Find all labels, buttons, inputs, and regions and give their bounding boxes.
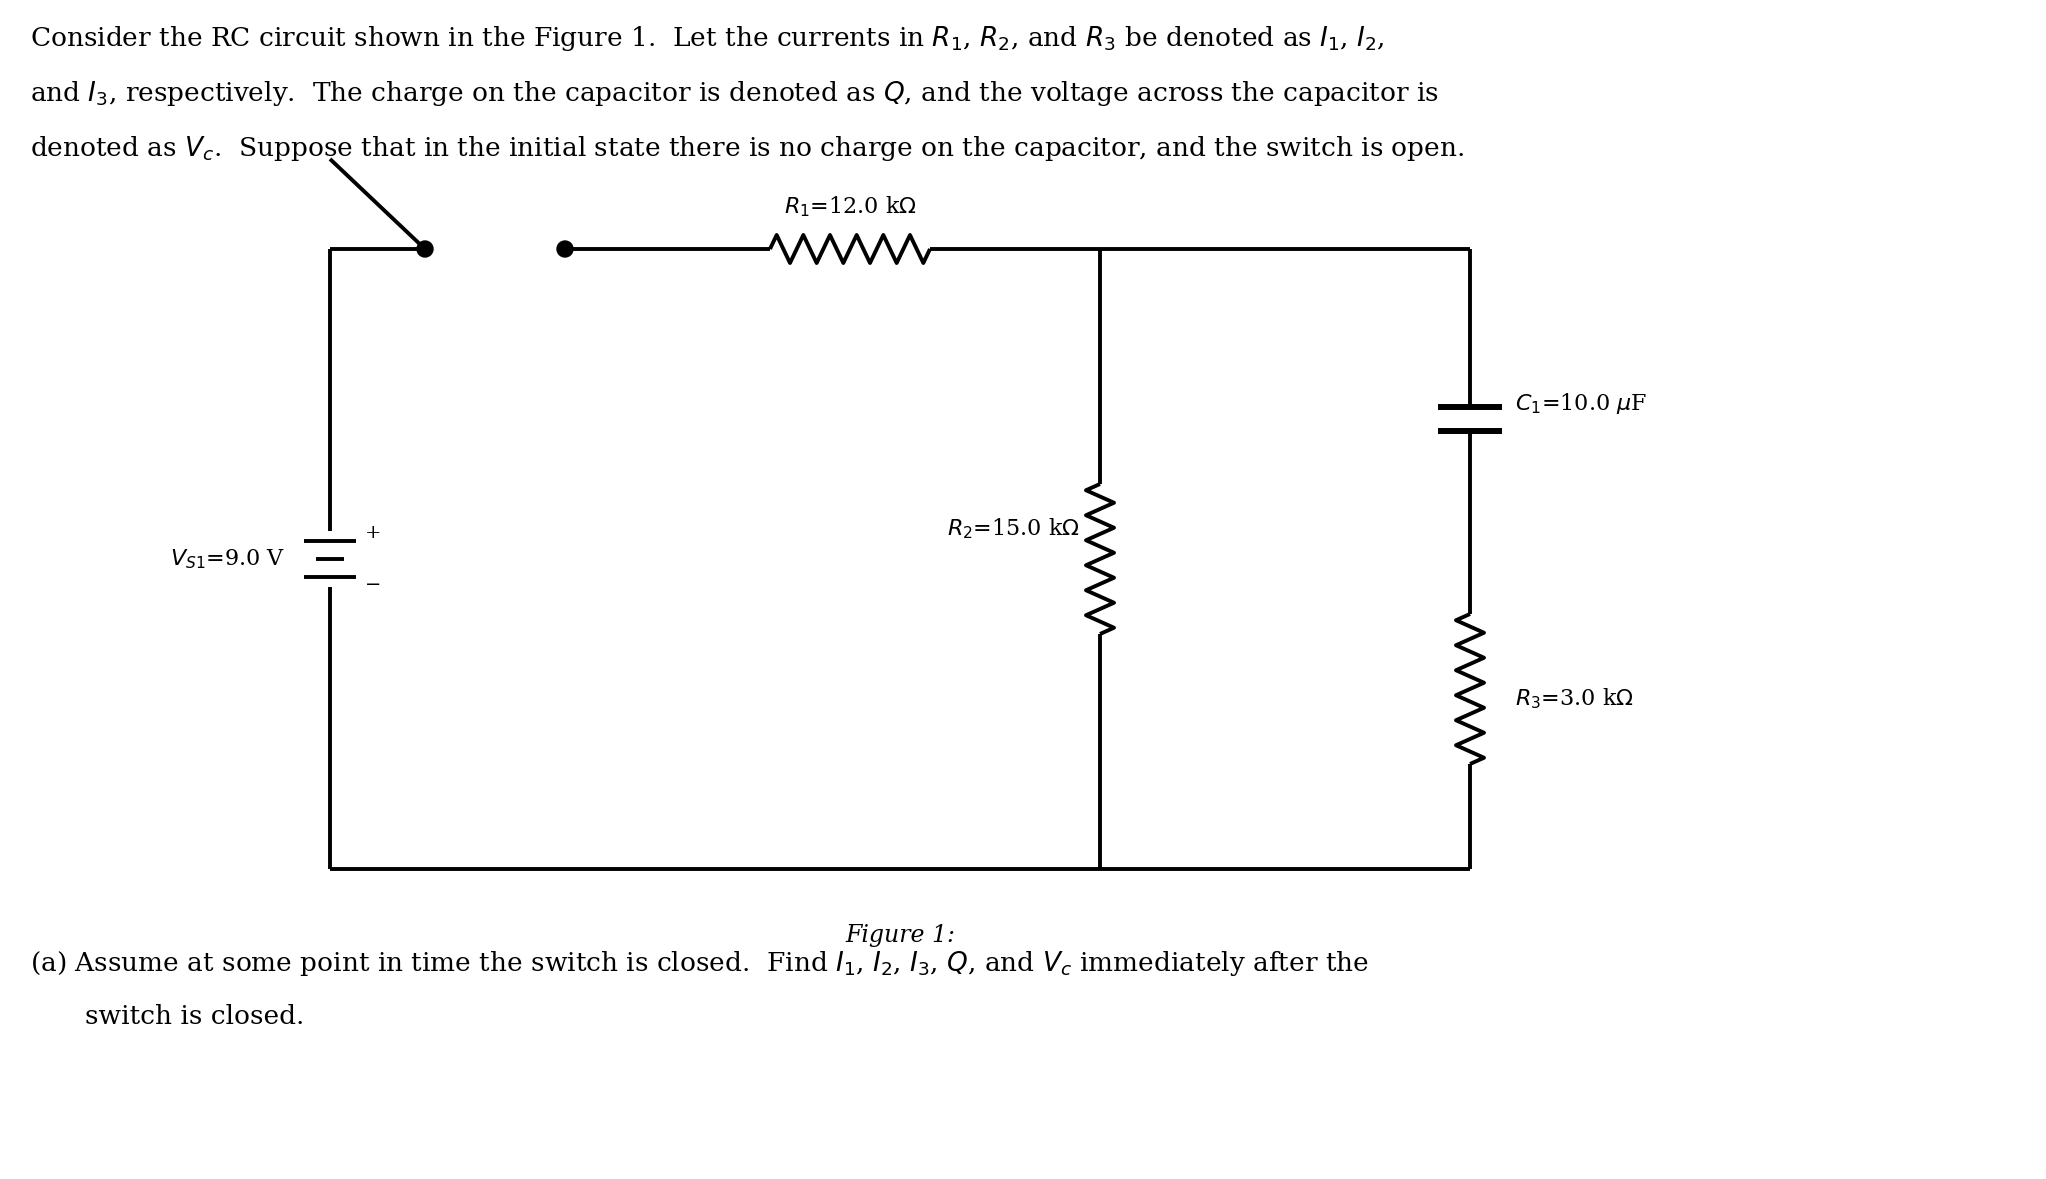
Text: and $I_3$, respectively.  The charge on the capacitor is denoted as $Q$, and the: and $I_3$, respectively. The charge on t… <box>31 79 1438 108</box>
Text: (a) Assume at some point in time the switch is closed.  Find $I_1$, $I_2$, $I_3$: (a) Assume at some point in time the swi… <box>31 949 1369 979</box>
Text: $R_1$=12.0 k$\Omega$: $R_1$=12.0 k$\Omega$ <box>784 195 917 219</box>
Text: $C_1$=10.0 $\mu$F: $C_1$=10.0 $\mu$F <box>1514 391 1647 416</box>
Text: switch is closed.: switch is closed. <box>86 1005 305 1029</box>
Text: +: + <box>364 523 381 542</box>
Text: Figure 1:: Figure 1: <box>845 924 955 947</box>
Text: −: − <box>364 577 381 594</box>
Text: denoted as $V_c$.  Suppose that in the initial state there is no charge on the c: denoted as $V_c$. Suppose that in the in… <box>31 134 1465 163</box>
Text: $R_2$=15.0 k$\Omega$: $R_2$=15.0 k$\Omega$ <box>947 516 1080 541</box>
Text: $R_3$=3.0 k$\Omega$: $R_3$=3.0 k$\Omega$ <box>1514 686 1633 711</box>
Text: $V_{S1}$=9.0 V: $V_{S1}$=9.0 V <box>170 547 284 571</box>
Text: Consider the RC circuit shown in the Figure 1.  Let the currents in $R_1$, $R_2$: Consider the RC circuit shown in the Fig… <box>31 24 1385 53</box>
Circle shape <box>557 241 573 257</box>
Circle shape <box>417 241 434 257</box>
